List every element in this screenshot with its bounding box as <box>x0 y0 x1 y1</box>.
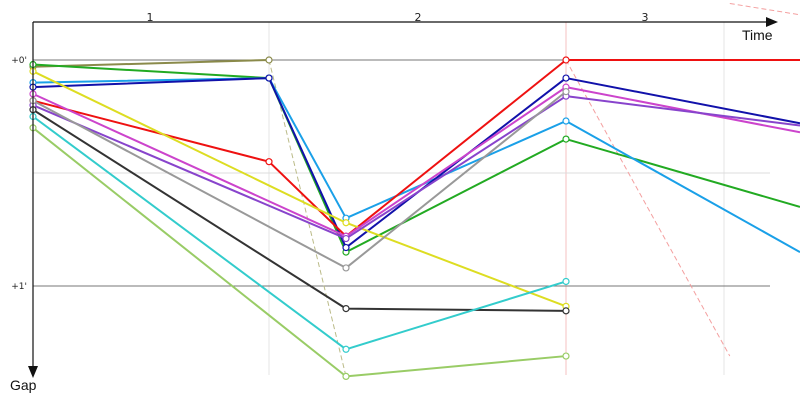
series-point <box>342 345 350 353</box>
x-axis-arrow <box>766 17 778 27</box>
series-line <box>32 63 800 254</box>
series-point <box>562 135 570 143</box>
axes: 1 2 3 <box>28 11 778 378</box>
y-tick-label: +1' <box>11 282 27 292</box>
x-axis-label: Time <box>742 27 773 43</box>
series-point <box>342 372 350 380</box>
series-line <box>32 59 270 68</box>
series-point <box>562 88 570 96</box>
series-lines <box>29 56 800 380</box>
y-tick-label: +0' <box>11 56 27 66</box>
series-line <box>32 95 800 240</box>
series-point <box>562 277 570 286</box>
series-point <box>562 307 570 315</box>
series-line <box>32 127 567 378</box>
series-line <box>32 115 567 351</box>
lap-label: 1 <box>147 11 154 24</box>
series-line <box>32 70 567 308</box>
series-point <box>265 56 273 64</box>
y-axis-label: Gap <box>10 377 37 393</box>
series-10 <box>29 106 570 315</box>
series-point <box>342 243 350 252</box>
series-point <box>562 117 570 125</box>
lap-connector <box>729 3 800 16</box>
chart-labels: Time Gap <box>10 27 773 393</box>
series-point <box>265 158 273 166</box>
lap-label: 3 <box>642 11 649 24</box>
series-1 <box>29 56 273 71</box>
series-8 <box>29 92 800 243</box>
series-point <box>562 352 570 360</box>
lap-connector <box>565 59 731 357</box>
series-point <box>342 234 350 243</box>
series-9 <box>29 88 570 272</box>
series-point <box>342 305 350 313</box>
series-line <box>32 59 800 238</box>
series-point <box>562 56 570 64</box>
series-4 <box>29 74 800 252</box>
series-point <box>342 264 350 272</box>
y-axis-arrow <box>28 366 38 378</box>
series-point <box>342 219 350 227</box>
series-point <box>562 74 570 82</box>
series-line <box>32 86 800 238</box>
series-12 <box>29 124 570 380</box>
series-point <box>265 74 273 82</box>
series-line <box>32 77 800 253</box>
series-2 <box>29 60 800 256</box>
lap-label: 2 <box>415 11 422 24</box>
